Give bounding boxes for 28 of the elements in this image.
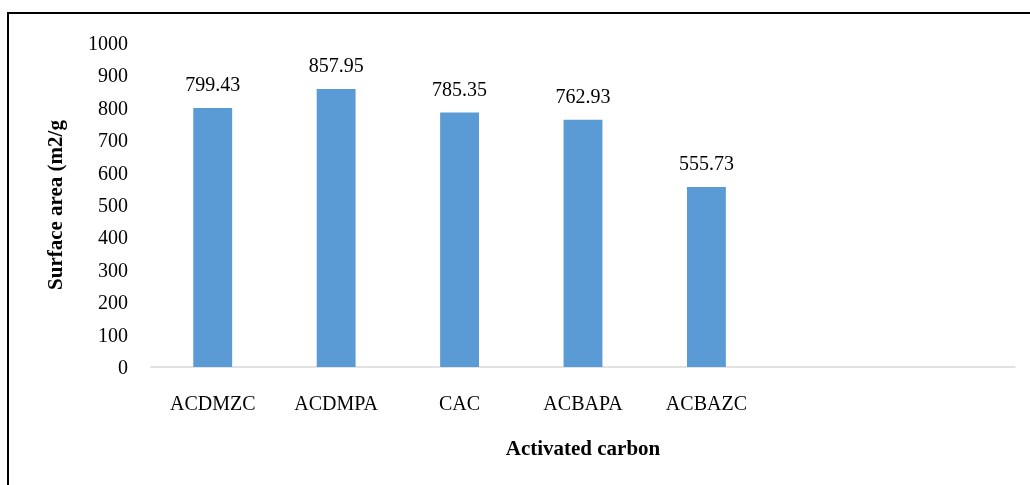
y-tick-label: 200 — [98, 291, 128, 314]
x-tick-label: ACBAZC — [665, 392, 747, 414]
y-tick-label: 500 — [98, 194, 128, 216]
y-axis-title: Surface area (m2/g — [42, 119, 67, 290]
data-label: 762.93 — [555, 84, 611, 107]
bar — [440, 112, 480, 367]
y-tick-label: 100 — [98, 323, 128, 346]
x-tick-label: CAC — [439, 392, 481, 414]
bar — [686, 186, 726, 367]
y-tick-label: 600 — [98, 161, 128, 184]
y-tick-label: 800 — [98, 96, 128, 119]
bar — [193, 107, 233, 367]
y-tick-label: 900 — [98, 64, 128, 87]
data-label: 857.95 — [308, 54, 364, 77]
data-label: 799.43 — [185, 72, 241, 95]
x-axis-title: Activated carbon — [505, 435, 661, 460]
bar — [316, 89, 356, 367]
bar — [563, 119, 603, 367]
x-tick-label: ACDMZC — [169, 392, 256, 414]
data-label: 555.73 — [678, 151, 734, 174]
y-tick-label: 1000 — [88, 32, 128, 54]
data-label: 785.35 — [432, 77, 488, 100]
y-tick-label: 700 — [98, 129, 128, 152]
x-tick-label: ACBAPA — [543, 392, 624, 414]
y-tick-label: 0 — [118, 356, 128, 378]
x-tick-label: ACDMPA — [294, 392, 379, 414]
y-tick-label: 400 — [98, 226, 128, 249]
y-tick-label: 300 — [98, 258, 128, 281]
